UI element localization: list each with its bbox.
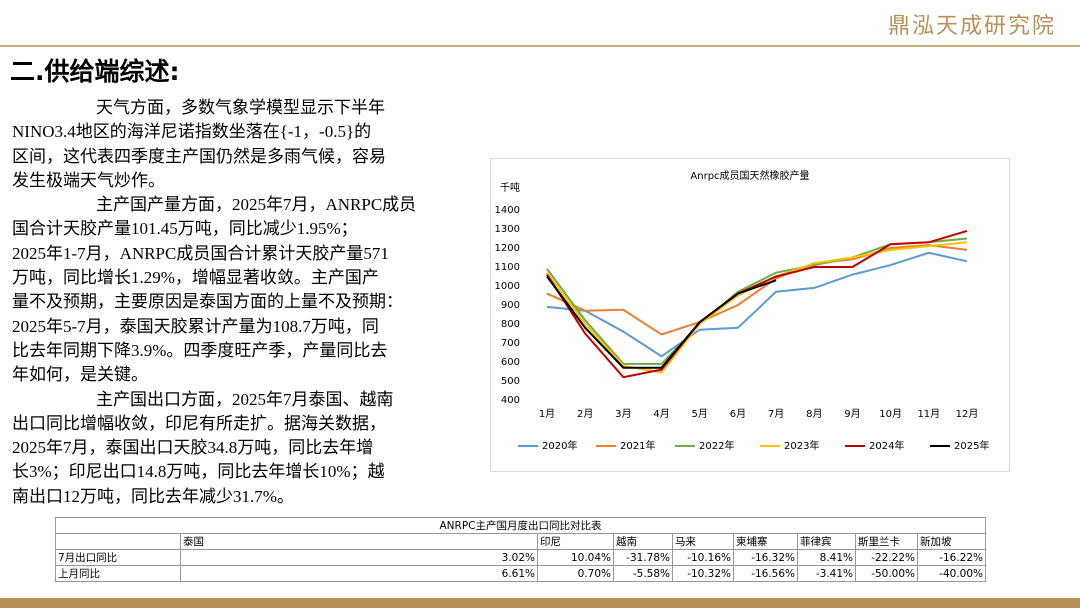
- y-tick-label: 1300: [495, 224, 520, 235]
- row-label: 上月同比: [55, 565, 181, 582]
- legend-label: 2024年: [869, 439, 904, 452]
- text-line: 万吨，同比增长1.29%，增幅显著收敛。主产国产: [12, 268, 379, 288]
- y-tick-label: 1000: [495, 281, 520, 292]
- table-header: 泰国 印尼 越南 马来 柬埔寨 菲律宾 斯里兰卡 新加坡: [55, 533, 986, 550]
- legend-label: 2022年: [699, 439, 734, 452]
- text-line: 国合计天胶产量101.45万吨，同比减少1.95%；: [12, 219, 358, 239]
- footer-band: [0, 598, 1080, 608]
- value-cell: 6.61%: [180, 565, 538, 582]
- series-line: [546, 229, 968, 379]
- text-line: 比去年同期下降3.9%。四季度旺产季，产量同比去: [12, 340, 388, 360]
- value-cell: 0.70%: [537, 565, 614, 582]
- legend-label: 2023年: [784, 439, 819, 452]
- text-line: NINO3.4地区的海洋尼诺指数坐落在{-1，-0.5}的: [12, 122, 372, 142]
- text-line: 出口同比增幅收敛，印尼有所走扩。据海关数据，: [12, 413, 386, 433]
- value-cell: -50.00%: [855, 565, 918, 582]
- y-tick-label: 600: [501, 357, 520, 368]
- value-cell: -16.32%: [733, 549, 798, 566]
- table-title: ANRPC主产国月度出口同比对比表: [55, 517, 986, 534]
- x-tick-label: 6月: [730, 408, 746, 420]
- divider: [0, 45, 1080, 47]
- series-line: [546, 275, 777, 369]
- x-tick-label: 1月: [539, 408, 555, 420]
- y-tick-label: 1100: [495, 262, 520, 273]
- text-line: 长3%；印尼出口14.8万吨，同比去年增长10%；越: [12, 462, 385, 482]
- x-tick-label: 12月: [956, 408, 979, 420]
- value-cell: 3.02%: [180, 549, 538, 566]
- value-cell: 10.04%: [537, 549, 614, 566]
- x-tick-label: 5月: [692, 408, 708, 420]
- value-cell: -10.16%: [672, 549, 734, 566]
- value-cell: -5.58%: [613, 565, 673, 582]
- table-row: 7月出口同比 3.02% 10.04% -31.78% -10.16% -16.32% 8.…: [55, 549, 986, 566]
- legend-label: 2025年: [954, 439, 989, 452]
- y-tick-label: 1200: [495, 243, 520, 254]
- text-line: 区间，这代表四季度主产国仍然是多雨气候，容易: [12, 146, 386, 166]
- y-axis-label: 千吨: [500, 181, 520, 194]
- header-cell: 泰国: [180, 533, 538, 550]
- row-label: 7月出口同比: [55, 549, 181, 566]
- export-table: ANRPC主产国月度出口同比对比表 泰国 印尼 越南 马来 柬埔寨 菲律宾 斯里兰卡 新加坡 7…: [55, 517, 986, 582]
- y-tick-label: 1400: [495, 205, 520, 216]
- chart-title: Anrpc成员国天然橡胶产量: [690, 169, 809, 182]
- header-cell: 越南: [613, 533, 673, 550]
- header-cell: 斯里兰卡: [855, 533, 918, 550]
- legend-label: 2020年: [542, 439, 577, 452]
- table-row: 上月同比 6.61% 0.70% -5.58% -10.32% -16.56% -3.41%…: [55, 565, 986, 582]
- y-tick-label: 900: [501, 300, 520, 311]
- header-cell: 马来: [672, 533, 734, 550]
- section-title: 二.供给端综述:: [10, 57, 180, 86]
- x-tick-label: 9月: [844, 408, 860, 420]
- series-line: [546, 251, 968, 358]
- x-tick-label: 11月: [917, 408, 940, 420]
- x-tick-label: 4月: [653, 408, 669, 420]
- y-tick-label: 400: [501, 395, 520, 406]
- value-cell: -31.78%: [613, 549, 673, 566]
- header-cell: 印尼: [537, 533, 614, 550]
- value-cell: -10.32%: [672, 565, 734, 582]
- text-line: 天气方面，多数气象学模型显示下半年: [96, 98, 385, 117]
- x-tick-label: 7月: [768, 408, 784, 420]
- header-cell: 菲律宾: [797, 533, 856, 550]
- value-cell: -16.22%: [917, 549, 986, 566]
- value-cell: -40.00%: [917, 565, 986, 582]
- x-tick-label: 8月: [806, 408, 822, 420]
- chart: Anrpc成员国天然橡胶产量 千吨 400 500 600 700 800 900 1000…: [490, 158, 1010, 472]
- text-line: 主产国出口方面，2025年7月泰国、越南: [96, 389, 394, 409]
- text-line: 2025年7月，泰国出口天胶34.8万吨，同比去年增: [12, 438, 374, 458]
- text-line: 量不及预期，主要原因是泰国方面的上量不及预期：: [12, 292, 403, 312]
- y-tick-label: 500: [501, 376, 520, 387]
- x-tick-label: 10月: [879, 408, 902, 420]
- series-line: [546, 244, 968, 336]
- x-tick-label: 3月: [615, 408, 631, 420]
- x-tick-label: 2月: [577, 408, 593, 420]
- y-tick-label: 800: [501, 319, 520, 330]
- text-line: 年如何，是关键。: [12, 365, 148, 385]
- y-tick-label: 700: [501, 338, 520, 349]
- header-cell: [55, 533, 181, 550]
- text-line: 2025年1-7月，ANRPC成员国合计累计天胶产量571: [12, 243, 389, 263]
- logo: 鼎泓天成研究院: [887, 14, 1056, 39]
- text-line: 发生极端天气炒作。: [12, 170, 165, 190]
- header-cell: 柬埔寨: [733, 533, 798, 550]
- body-text: 天气方面，多数气象学模型显示下半年 NINO3.4地区的海洋尼诺指数坐落在{-1，…: [12, 96, 482, 509]
- value-cell: -22.22%: [855, 549, 918, 566]
- header-cell: 新加坡: [917, 533, 986, 550]
- value-cell: -3.41%: [797, 565, 856, 582]
- text-line: 2025年5-7月，泰国天胶累计产量为108.7万吨，同: [12, 316, 379, 336]
- value-cell: -16.56%: [733, 565, 798, 582]
- text-line: 主产国产量方面，2025年7月，ANRPC成员: [96, 195, 417, 215]
- legend-label: 2021年: [620, 439, 655, 452]
- value-cell: 8.41%: [797, 549, 856, 566]
- text-line: 南出口12万吨，同比去年减少31.7%。: [12, 486, 294, 506]
